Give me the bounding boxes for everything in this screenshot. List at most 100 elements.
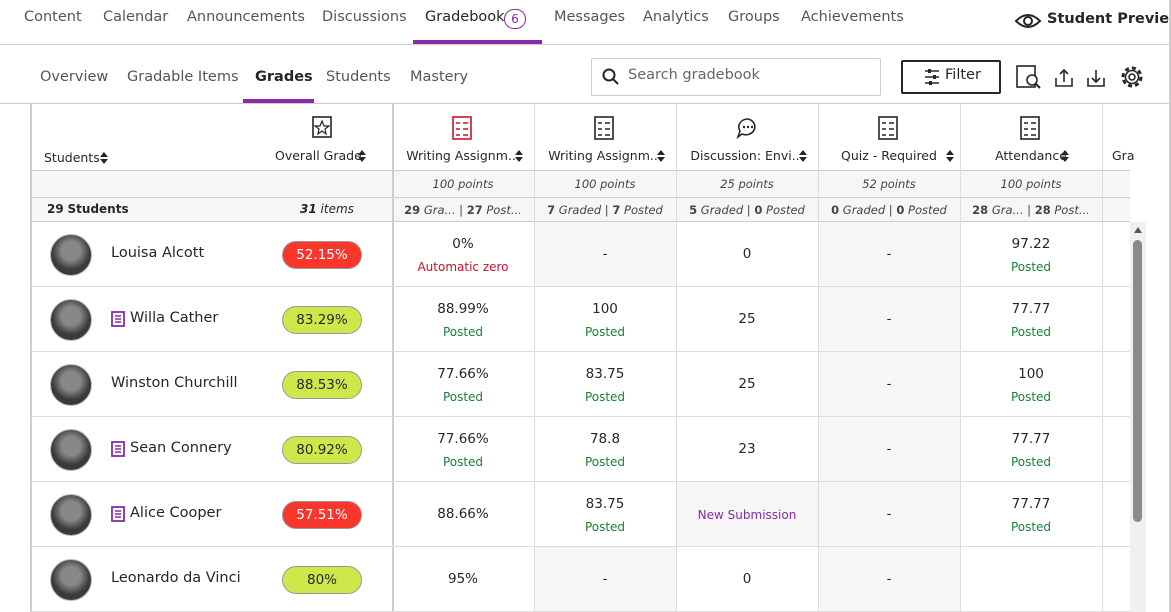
grade-value[interactable]: 100 bbox=[592, 301, 618, 317]
column-header[interactable]: Writing Assignm... bbox=[392, 148, 534, 163]
sort-icon[interactable] bbox=[657, 150, 665, 162]
column-header[interactable]: Quiz - Required bbox=[818, 148, 960, 163]
grade-note[interactable]: Posted bbox=[1010, 390, 1052, 404]
grade-value[interactable]: 100 bbox=[1018, 366, 1044, 382]
sub-tab[interactable]: Gradable Items bbox=[127, 69, 239, 85]
right-border bbox=[1169, 0, 1171, 612]
grade-note[interactable]: Posted bbox=[584, 325, 626, 339]
grade-note[interactable]: Posted bbox=[584, 390, 626, 404]
preview-icon[interactable] bbox=[1014, 11, 1042, 31]
grade-value[interactable]: 0% bbox=[452, 236, 474, 252]
grade-note[interactable]: New Submission bbox=[697, 508, 797, 522]
grade-value[interactable]: 83.75 bbox=[585, 366, 625, 382]
grade-value[interactable]: 77.66% bbox=[437, 431, 489, 447]
avatar bbox=[50, 299, 92, 341]
grade-value[interactable]: 97.22 bbox=[1011, 236, 1051, 252]
column-header[interactable]: Gra bbox=[1112, 148, 1135, 163]
student-name[interactable]: Willa Cather bbox=[130, 310, 219, 326]
sort-icon[interactable] bbox=[100, 152, 108, 164]
upload-icon[interactable] bbox=[1054, 68, 1074, 88]
students-points-bg bbox=[30, 170, 392, 197]
grade-value[interactable]: 0 bbox=[742, 571, 752, 587]
sort-icon[interactable] bbox=[799, 150, 807, 162]
grade-value[interactable]: 78.8 bbox=[589, 431, 621, 447]
grade-report-icon[interactable] bbox=[1016, 65, 1042, 89]
nav-tab[interactable]: Discussions bbox=[322, 9, 407, 25]
grade-value[interactable]: 83.75 bbox=[585, 496, 625, 512]
sort-icon[interactable] bbox=[358, 150, 366, 162]
student-preview[interactable]: Student Preview bbox=[1047, 11, 1171, 27]
grade-value[interactable]: 88.66% bbox=[437, 506, 489, 522]
filter-button[interactable] bbox=[901, 60, 1001, 94]
overall-pill[interactable]: 88.53% bbox=[282, 371, 362, 399]
student-name[interactable]: Sean Connery bbox=[130, 440, 232, 456]
sort-icon[interactable] bbox=[515, 150, 523, 162]
overall-pill[interactable]: 83.29% bbox=[282, 306, 362, 334]
text: Post... bbox=[1054, 203, 1090, 217]
student-name[interactable]: Leonardo da Vinci bbox=[111, 570, 241, 586]
grade-note[interactable]: Posted bbox=[1010, 520, 1052, 534]
grade-value[interactable]: - bbox=[602, 571, 608, 587]
grade-value[interactable]: 25 bbox=[738, 311, 756, 327]
scroll-thumb[interactable] bbox=[1133, 240, 1142, 522]
nav-tab[interactable]: Achievements bbox=[801, 9, 904, 25]
grade-note[interactable]: Automatic zero bbox=[417, 260, 509, 274]
student-name[interactable]: Louisa Alcott bbox=[111, 245, 205, 261]
sub-tab[interactable]: Mastery bbox=[410, 69, 469, 85]
nav-tab[interactable]: Analytics bbox=[643, 9, 709, 25]
sub-tab[interactable]: Grades bbox=[255, 69, 313, 85]
nav-tab[interactable]: Announcements bbox=[187, 9, 305, 25]
grade-note[interactable]: Posted bbox=[584, 520, 626, 534]
avatar bbox=[50, 559, 92, 601]
nav-tab[interactable]: Messages bbox=[554, 9, 626, 25]
grade-value[interactable]: - bbox=[886, 311, 892, 327]
settings-icon[interactable] bbox=[1119, 64, 1145, 90]
download-icon[interactable] bbox=[1086, 68, 1106, 88]
filter-label[interactable]: Filter bbox=[945, 67, 981, 83]
grade-value[interactable]: - bbox=[886, 571, 892, 587]
students-header[interactable]: Students bbox=[44, 150, 100, 165]
grade-value[interactable]: - bbox=[886, 246, 892, 262]
overall-pill[interactable]: 57.51% bbox=[282, 501, 362, 529]
nav-tab[interactable]: Content bbox=[24, 9, 82, 25]
sort-icon[interactable] bbox=[1061, 150, 1069, 162]
overall-pill[interactable]: 80.92% bbox=[282, 436, 362, 464]
grade-value[interactable]: 77.77 bbox=[1011, 301, 1051, 317]
sort-icon[interactable] bbox=[946, 150, 954, 162]
nav-tab[interactable]: Calendar bbox=[103, 9, 169, 25]
overall-pill[interactable]: 52.15% bbox=[282, 241, 362, 269]
scroll-up[interactable] bbox=[1133, 226, 1143, 234]
grade-note[interactable]: Posted bbox=[442, 325, 484, 339]
sub-tab[interactable]: Overview bbox=[40, 69, 109, 85]
grade-note[interactable]: Posted bbox=[1010, 325, 1052, 339]
grade-note[interactable]: Posted bbox=[442, 455, 484, 469]
grade-value[interactable]: 25 bbox=[738, 376, 756, 392]
column-header[interactable]: Writing Assignm... bbox=[534, 148, 676, 163]
nav-tab[interactable]: Groups bbox=[728, 9, 780, 25]
grade-value[interactable]: 77.77 bbox=[1011, 496, 1051, 512]
search-box[interactable] bbox=[591, 58, 881, 96]
grade-value[interactable]: 0 bbox=[742, 246, 752, 262]
grade-note[interactable]: Posted bbox=[442, 390, 484, 404]
student-name[interactable]: Winston Churchill bbox=[111, 375, 238, 391]
overall-pill[interactable]: 80% bbox=[282, 566, 362, 594]
grade-value[interactable]: - bbox=[602, 246, 608, 262]
sub-tab[interactable]: Students bbox=[326, 69, 391, 85]
column-header[interactable]: Attendance bbox=[960, 148, 1102, 163]
nav-tab[interactable]: Gradebook bbox=[425, 9, 505, 25]
grade-value[interactable]: - bbox=[886, 506, 892, 522]
student-name[interactable]: Alice Cooper bbox=[130, 505, 222, 521]
column-header[interactable]: Discussion: Envi... bbox=[676, 148, 818, 163]
grade-value[interactable]: 77.77 bbox=[1011, 431, 1051, 447]
grade-note[interactable]: Posted bbox=[584, 455, 626, 469]
grade-value[interactable]: - bbox=[886, 441, 892, 457]
grade-value[interactable]: 23 bbox=[738, 441, 756, 457]
overall-header[interactable]: Overall Grade bbox=[275, 148, 362, 163]
grade-value[interactable]: 77.66% bbox=[437, 366, 489, 382]
grade-note[interactable]: Posted bbox=[1010, 260, 1052, 274]
grade-note[interactable]: Posted bbox=[1010, 455, 1052, 469]
grade-value[interactable]: 95% bbox=[447, 571, 478, 587]
grade-value[interactable]: 88.99% bbox=[437, 301, 489, 317]
grade-value[interactable]: - bbox=[886, 376, 892, 392]
column-border bbox=[1102, 104, 1103, 612]
